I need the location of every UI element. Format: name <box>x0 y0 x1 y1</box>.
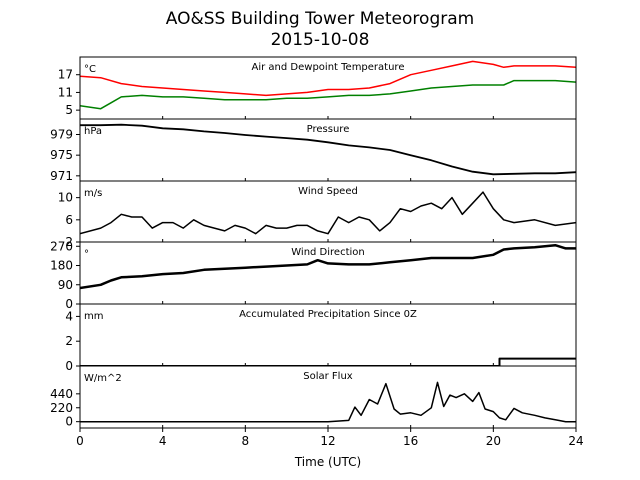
y-tick-label: 0 <box>65 297 73 311</box>
y-tick-label: 2 <box>65 235 73 249</box>
y-tick-label: 17 <box>58 68 73 82</box>
y-tick-label: 220 <box>50 401 73 415</box>
y-tick-label: 90 <box>58 278 73 292</box>
x-tick-label: 0 <box>76 434 84 448</box>
panel-unit: mm <box>84 311 103 322</box>
y-tick-label: 6 <box>65 213 73 227</box>
y-tick-label: 10 <box>58 191 73 205</box>
x-tick-label: 16 <box>403 434 418 448</box>
panel-unit: m/s <box>84 188 102 199</box>
panel-title: Air and Dewpoint Temperature <box>252 62 405 73</box>
panel-title: Wind Direction <box>291 247 365 258</box>
series-line-temp-1 <box>80 79 576 110</box>
y-tick-label: 440 <box>50 387 73 401</box>
x-tick-label: 24 <box>568 434 583 448</box>
x-axis: 0 4 8 12 16 20 24 <box>76 428 584 448</box>
series-line-solar-0 <box>80 381 576 423</box>
y-tick-label: 4 <box>65 309 73 323</box>
x-tick-label: 8 <box>242 434 250 448</box>
figure-date: 2015-10-08 <box>271 30 370 50</box>
y-tick-label: 0 <box>65 359 73 373</box>
series-line-temp-0 <box>80 60 576 97</box>
y-tick-label: 180 <box>50 259 73 273</box>
series-line-precip-0 <box>80 357 576 366</box>
panel-pressure: 971 975 979 Pressure hPa <box>50 118 577 183</box>
panel-direction: 0 90 180 270 Wind Direction ° <box>50 239 577 311</box>
panel-title: Pressure <box>307 124 350 135</box>
y-tick-label: 5 <box>65 103 73 117</box>
y-tick-label: 2 <box>65 334 73 348</box>
y-tick-label: 975 <box>50 148 73 162</box>
panel-title: Wind Speed <box>298 186 358 197</box>
x-tick-label: 4 <box>159 434 167 448</box>
panel-unit: °C <box>84 64 96 75</box>
x-tick-label: 12 <box>320 434 335 448</box>
series-line-direction-0 <box>80 243 576 290</box>
panel-speed: 2 6 10 Wind Speed m/s <box>58 180 577 249</box>
panel-unit: ° <box>84 249 89 260</box>
panel-unit: W/m^2 <box>84 373 122 384</box>
y-tick-label: 979 <box>50 128 73 142</box>
panel-title: Solar Flux <box>303 371 353 382</box>
x-tick-label: 20 <box>486 434 501 448</box>
figure-title: AO&SS Building Tower Meteorogram <box>166 9 474 29</box>
y-tick-label: 0 <box>65 415 73 429</box>
panel-title: Accumulated Precipitation Since 0Z <box>239 309 417 320</box>
y-tick-label: 971 <box>50 169 73 183</box>
series-line-speed-0 <box>80 191 576 235</box>
panel-temp: 5 11 17 Air and Dewpoint Temperature °C <box>58 56 577 120</box>
x-axis-label: Time (UTC) <box>294 455 361 469</box>
panel-precip: 0 2 4 Accumulated Precipitation Since 0Z mm <box>65 303 577 373</box>
panel-unit: hPa <box>84 126 102 137</box>
series-line-pressure-0 <box>80 123 576 176</box>
y-tick-label: 11 <box>58 85 73 99</box>
y-tick-label: 270 <box>50 239 73 253</box>
